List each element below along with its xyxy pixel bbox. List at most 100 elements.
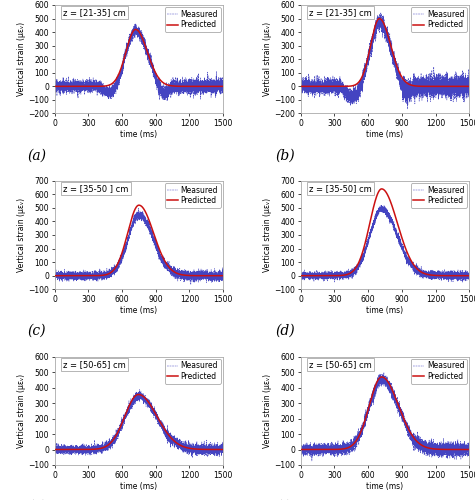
- Measured: [408, 87, 413, 93]
- Predicted: [408, 82, 413, 88]
- Predicted: [190, 84, 196, 89]
- Y-axis label: Vertical strain (μεᵥ): Vertical strain (μεᵥ): [263, 22, 272, 97]
- Measured: [190, 272, 196, 278]
- Predicted: [153, 236, 159, 242]
- Predicted: [82, 84, 88, 89]
- Measured: [329, 84, 334, 90]
- Measured: [399, 88, 405, 94]
- Predicted: [190, 272, 196, 278]
- Predicted: [377, 16, 382, 22]
- X-axis label: time (ms): time (ms): [120, 130, 158, 139]
- Measured: [137, 386, 142, 392]
- Measured: [378, 202, 384, 208]
- Text: z = [35-50] cm: z = [35-50] cm: [309, 184, 372, 193]
- Predicted: [153, 411, 159, 417]
- Predicted: [399, 74, 405, 80]
- Line: Measured: Measured: [55, 24, 223, 101]
- Predicted: [136, 202, 142, 208]
- Predicted: [437, 446, 442, 452]
- Predicted: [116, 70, 122, 76]
- Predicted: [220, 84, 226, 89]
- Measured: [220, 76, 226, 82]
- Legend: Measured, Predicted: Measured, Predicted: [165, 359, 221, 384]
- Measured: [162, 94, 167, 100]
- Measured: [52, 446, 57, 452]
- Legend: Measured, Predicted: Measured, Predicted: [411, 183, 467, 208]
- Predicted: [362, 66, 368, 71]
- Measured: [309, 458, 315, 464]
- Predicted: [329, 84, 334, 89]
- Measured: [362, 250, 368, 256]
- Measured: [405, 106, 410, 112]
- Legend: Measured, Predicted: Measured, Predicted: [165, 8, 221, 32]
- Predicted: [52, 272, 57, 278]
- Line: Predicted: Predicted: [301, 18, 469, 86]
- X-axis label: time (ms): time (ms): [366, 306, 404, 315]
- Predicted: [52, 446, 57, 452]
- Measured: [190, 455, 196, 461]
- Predicted: [190, 446, 196, 452]
- Predicted: [116, 258, 122, 264]
- Predicted: [220, 272, 226, 278]
- Y-axis label: Vertical strain (μεᵥ): Vertical strain (μεᵥ): [17, 374, 26, 448]
- Line: Predicted: Predicted: [301, 189, 469, 276]
- Predicted: [362, 240, 368, 246]
- Predicted: [408, 430, 413, 436]
- Predicted: [162, 257, 167, 263]
- Predicted: [379, 374, 384, 380]
- Measured: [153, 79, 159, 85]
- Text: z = [35-50 ] cm: z = [35-50 ] cm: [63, 184, 128, 193]
- Predicted: [437, 84, 442, 89]
- Measured: [178, 268, 183, 274]
- Measured: [298, 80, 304, 86]
- Measured: [153, 246, 159, 252]
- Y-axis label: Vertical strain (μεᵥ): Vertical strain (μεᵥ): [263, 198, 272, 272]
- Measured: [162, 429, 167, 435]
- Measured: [466, 444, 472, 450]
- Text: z = [21-35] cm: z = [21-35] cm: [309, 8, 372, 18]
- Predicted: [408, 256, 413, 262]
- Measured: [381, 370, 387, 376]
- Measured: [135, 205, 141, 211]
- Y-axis label: Vertical strain (μεᵥ): Vertical strain (μεᵥ): [263, 374, 272, 448]
- Predicted: [466, 446, 472, 452]
- Measured: [399, 244, 405, 250]
- Measured: [178, 88, 183, 94]
- Line: Measured: Measured: [55, 390, 223, 458]
- Predicted: [178, 442, 183, 448]
- Predicted: [437, 272, 442, 278]
- Predicted: [220, 446, 226, 452]
- Predicted: [52, 84, 57, 89]
- Predicted: [298, 272, 304, 278]
- Predicted: [399, 411, 405, 417]
- Y-axis label: Vertical strain (μεᵥ): Vertical strain (μεᵥ): [17, 22, 26, 97]
- Measured: [460, 279, 466, 285]
- Measured: [52, 272, 57, 278]
- Measured: [162, 260, 167, 266]
- Predicted: [162, 426, 167, 432]
- Measured: [399, 416, 405, 422]
- Predicted: [298, 84, 304, 89]
- Predicted: [135, 392, 141, 398]
- Measured: [329, 275, 334, 281]
- Line: Predicted: Predicted: [55, 394, 223, 450]
- Predicted: [178, 272, 183, 278]
- Text: z = [50-65] cm: z = [50-65] cm: [309, 360, 372, 369]
- Measured: [153, 414, 159, 420]
- Predicted: [424, 271, 429, 277]
- Measured: [116, 260, 122, 266]
- X-axis label: time (ms): time (ms): [366, 482, 404, 490]
- Legend: Measured, Predicted: Measured, Predicted: [165, 183, 221, 208]
- Measured: [133, 21, 138, 27]
- X-axis label: time (ms): time (ms): [120, 306, 158, 315]
- Text: z = [50-65] cm: z = [50-65] cm: [63, 360, 126, 369]
- Predicted: [466, 84, 472, 89]
- Predicted: [379, 186, 384, 192]
- Measured: [82, 84, 88, 89]
- Predicted: [153, 70, 159, 76]
- Measured: [190, 85, 196, 91]
- Predicted: [82, 272, 88, 278]
- Measured: [52, 82, 57, 87]
- Measured: [188, 282, 194, 288]
- Measured: [116, 77, 122, 83]
